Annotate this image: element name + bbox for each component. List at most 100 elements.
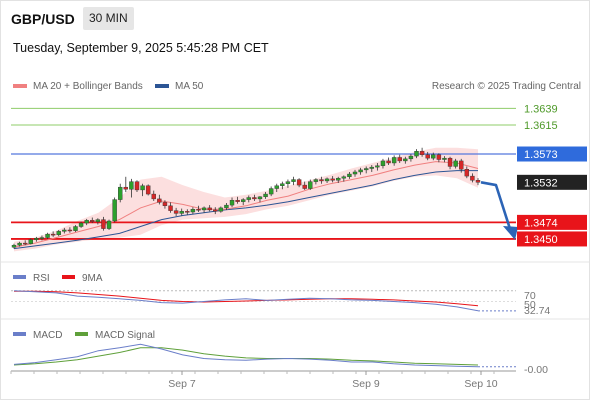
candle-body [358, 169, 363, 173]
macd-plot [13, 343, 516, 368]
level-label-1.3615: 1.3615 [524, 120, 558, 132]
candle-body [470, 175, 475, 181]
candle-body [257, 196, 263, 200]
macd-signal-line [13, 347, 479, 366]
candle-body [39, 237, 45, 239]
candle-body [246, 197, 251, 200]
macd-signal-legend-swatch [75, 332, 88, 336]
datetime-label: Tuesday, September 9, 2025 5:45:28 PM CE… [13, 41, 269, 55]
candle-body [67, 229, 73, 232]
candle-body [386, 160, 391, 164]
candle-body [341, 176, 347, 179]
ma20-line [13, 161, 479, 248]
candle-body [408, 155, 414, 160]
candle-body [241, 199, 246, 202]
candle-body [207, 207, 212, 211]
macd-current-value: -0.00 [524, 364, 548, 376]
candle-body [134, 181, 140, 191]
macd-legend-swatch [13, 332, 26, 336]
timeframe-badge[interactable]: 30 MIN [83, 7, 134, 30]
level-label-1.3474: 1.3474 [524, 217, 558, 229]
candle-body [224, 204, 229, 209]
candle-body [291, 179, 296, 182]
level-tag-1.3450 [517, 231, 587, 247]
level-label-1.3532: 1.3532 [524, 177, 558, 189]
candle-body [213, 209, 218, 212]
candle-body [425, 154, 430, 159]
candle-body [252, 197, 257, 200]
candle-body [90, 220, 95, 222]
macd-line [13, 343, 479, 368]
forecast-arrow-line [480, 181, 512, 230]
level-label-1.3450: 1.3450 [524, 234, 558, 246]
candle-body [414, 151, 419, 157]
ma50-legend-swatch [155, 84, 169, 88]
candle-body [313, 179, 319, 182]
candle-body [179, 211, 184, 214]
candle-body [235, 200, 240, 202]
candle-body [201, 207, 207, 211]
macd-signal-legend-label: MACD Signal [95, 330, 155, 341]
candle-body [106, 220, 112, 229]
symbol-title: GBP/USD [11, 11, 75, 27]
candle-body [28, 239, 33, 244]
candle-body [190, 209, 196, 213]
x-tick-label: Sep 10 [464, 378, 497, 390]
forecast-arrowhead [503, 225, 518, 240]
candle-body [302, 184, 307, 189]
candle-body [263, 193, 268, 198]
level-label-1.3573: 1.3573 [524, 149, 558, 161]
bollinger-band [14, 147, 478, 252]
level-labels: 1.3639 1.3615 1.3573 1.3532 1.3474 1.3450 [517, 103, 587, 247]
candle-body [168, 205, 173, 211]
candle-body [447, 157, 453, 167]
candle-body [459, 160, 464, 170]
candle-body [56, 231, 61, 236]
candle-body [45, 233, 50, 238]
candle-body [157, 198, 162, 203]
candle-body [274, 185, 279, 189]
rsi-line [13, 290, 479, 312]
ma50-line [13, 170, 478, 250]
rsi-level-50: 50 [524, 299, 536, 311]
candle-body [145, 185, 151, 195]
candle-body [380, 160, 386, 166]
candle-body [129, 181, 134, 190]
ma50-legend-label: MA 50 [175, 81, 204, 92]
candle-body [95, 219, 101, 222]
candle-body [140, 185, 145, 191]
candle-body [375, 165, 380, 168]
rsi-ma-legend-label: 9MA [82, 273, 103, 284]
candle-body [296, 179, 302, 186]
candle-body [419, 151, 425, 155]
candle-body [369, 166, 374, 169]
candle-body [34, 238, 39, 240]
candle-body [391, 157, 397, 164]
candle-body [403, 158, 408, 162]
candle-body [352, 171, 358, 175]
candle-body [229, 200, 235, 206]
ma20-legend-label: MA 20 + Bollinger Bands [33, 81, 143, 92]
candle-body [11, 244, 17, 248]
ma20-legend-swatch [13, 84, 27, 88]
level-tag-1.3474 [517, 214, 587, 230]
candle-body [436, 154, 442, 160]
candle-body [475, 180, 481, 183]
rsi-legend-label: RSI [33, 273, 50, 284]
candle-body [285, 181, 291, 184]
candle-body [324, 178, 330, 182]
candle-body [123, 186, 129, 190]
candle-body [218, 207, 224, 212]
candle-body [442, 157, 447, 160]
candle-body [173, 210, 179, 214]
candle-body [319, 179, 324, 182]
candle-body [336, 177, 341, 181]
candle-body [308, 181, 313, 189]
candle-body [73, 226, 78, 231]
candle-body [62, 229, 67, 232]
candle-body [464, 169, 470, 177]
candle-body [431, 154, 436, 159]
candle-body [17, 242, 22, 246]
rsi-ma-legend-swatch [62, 275, 75, 279]
